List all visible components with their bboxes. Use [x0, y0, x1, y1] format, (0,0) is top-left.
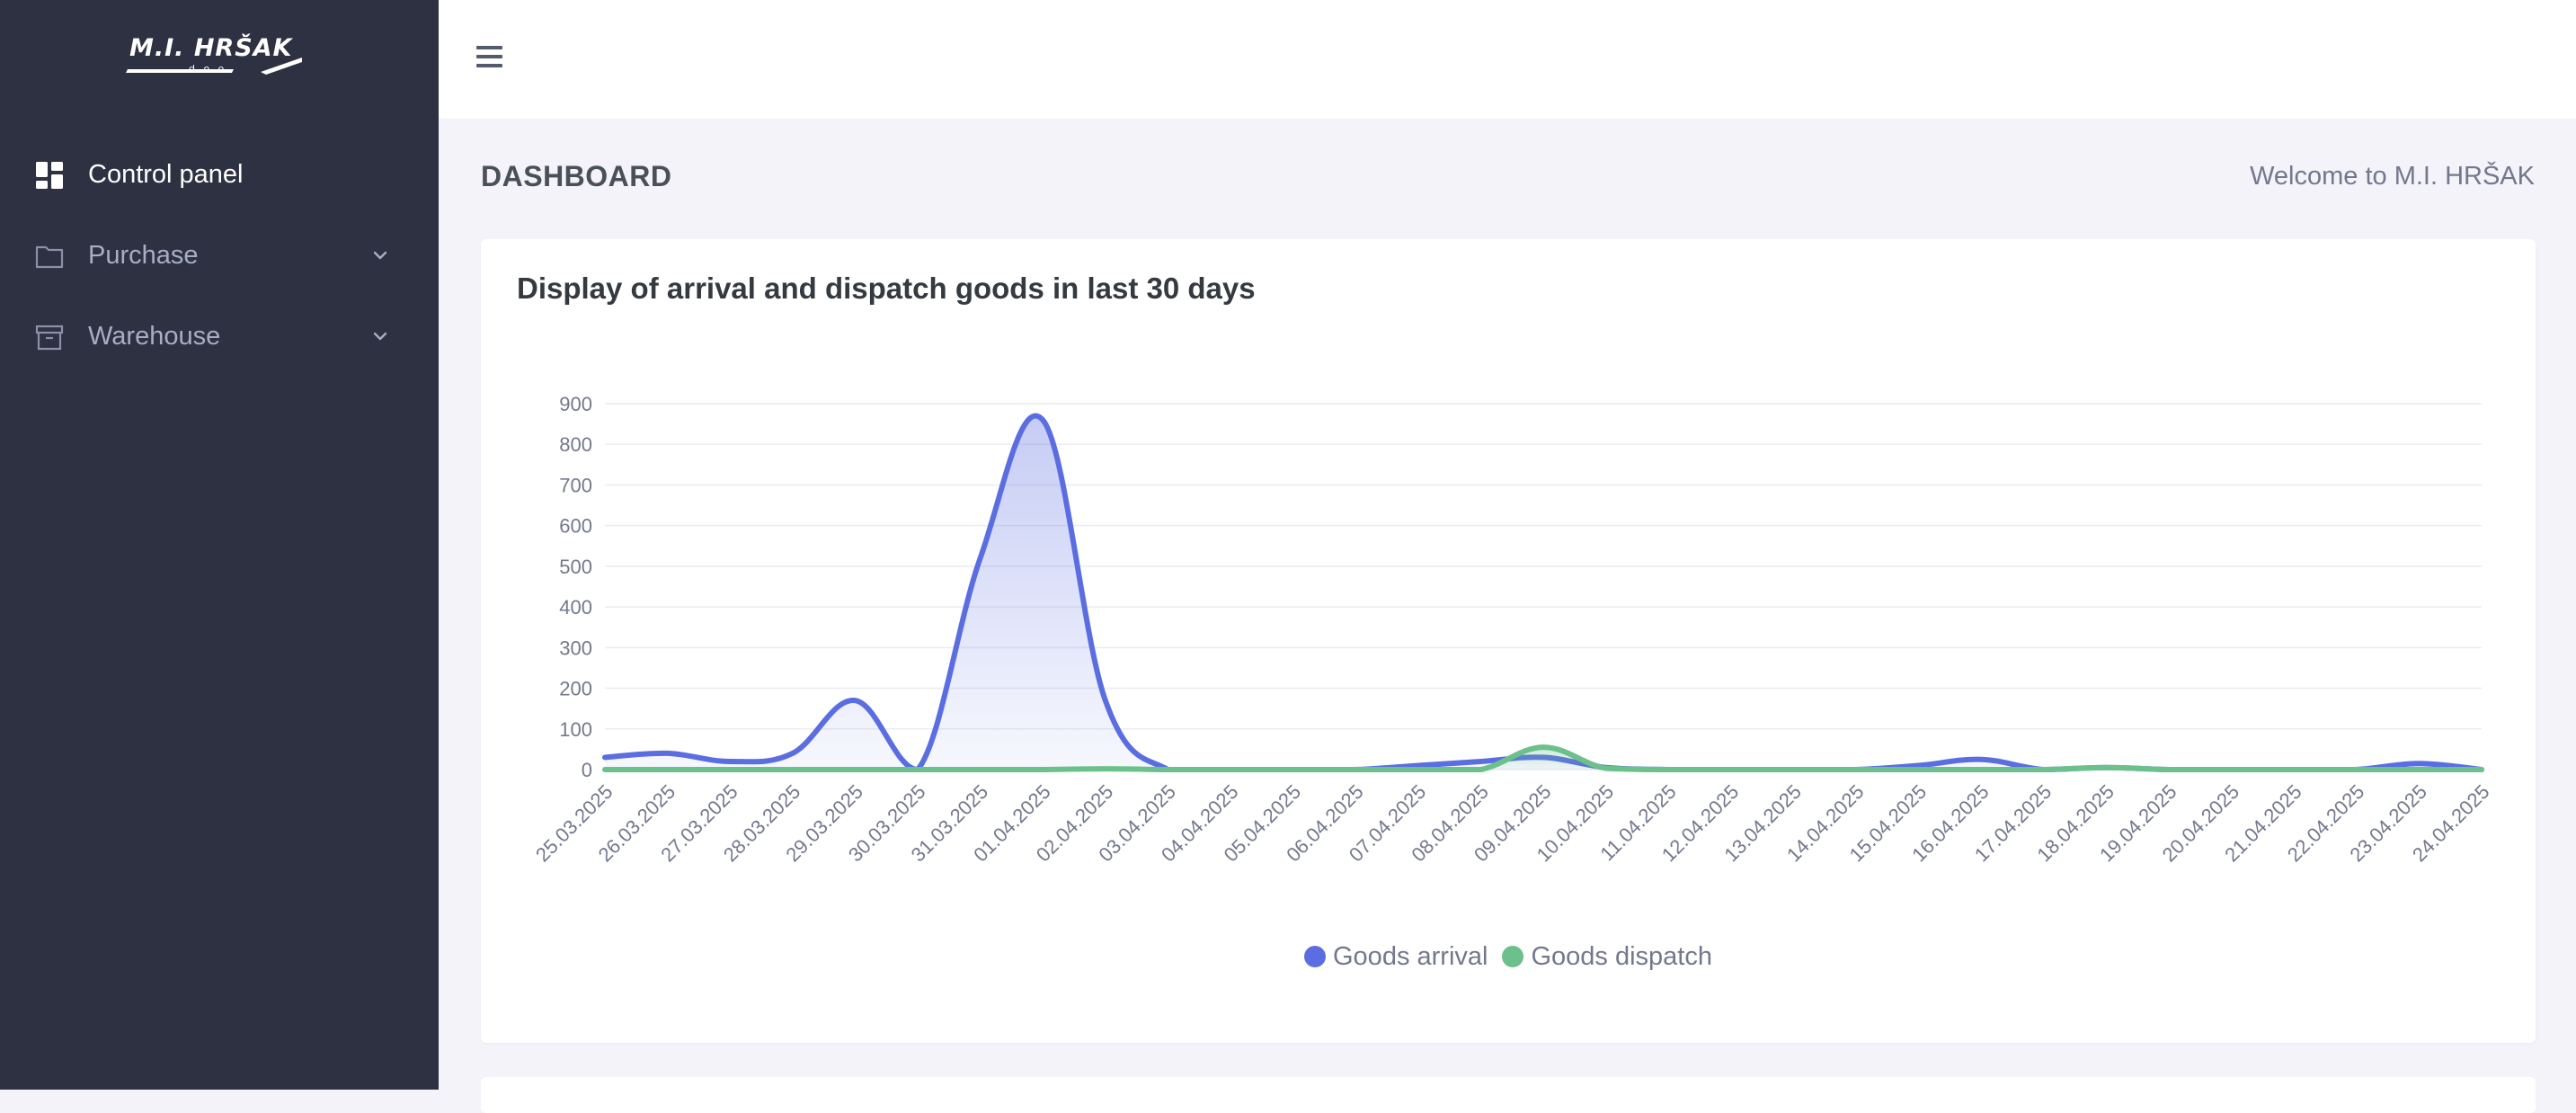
y-tick-label: 700	[559, 474, 592, 496]
y-tick-label: 500	[559, 556, 592, 578]
logo-subtext: d.o.o.	[189, 63, 233, 75]
y-tick-label: 0	[582, 759, 592, 781]
chart-title: Display of arrival and dispatch goods in…	[517, 272, 1256, 305]
y-tick-label: 300	[559, 637, 592, 659]
archive-box-icon	[35, 325, 64, 351]
company-logo[interactable]: M.I. HRŠAK d.o.o.	[126, 32, 306, 83]
chevron-down-icon[interactable]	[370, 326, 390, 346]
y-tick-label: 100	[559, 718, 592, 741]
series-line-arrival	[602, 413, 2484, 772]
legend-label: Goods dispatch	[1531, 941, 1712, 971]
sidebar-item-purchase[interactable]: Purchase	[0, 223, 439, 288]
chart-legend: Goods arrival Goods dispatch	[481, 939, 2536, 975]
y-tick-label: 600	[559, 515, 592, 538]
sidebar-item-label: Control panel	[88, 160, 244, 189]
top-bar	[439, 0, 2576, 119]
sidebar-item-label: Warehouse	[88, 322, 221, 351]
logo-swoosh-icon	[126, 58, 302, 75]
dashboard-icon	[36, 162, 63, 189]
goods-chart: 010020030040050060070080090025.03.202526…	[531, 393, 2494, 866]
sidebar: M.I. HRŠAK d.o.o. Control panel Purchase	[0, 0, 439, 1090]
chart-card: Display of arrival and dispatch goods in…	[481, 239, 2536, 1043]
legend-marker	[1304, 946, 1326, 967]
legend-label: Goods arrival	[1333, 941, 1488, 971]
legend-item-dispatch[interactable]: Goods dispatch	[1502, 942, 1712, 972]
series-area-dispatch	[605, 747, 2482, 770]
page-title: DASHBOARD	[481, 160, 672, 192]
next-card	[481, 1077, 2536, 1113]
sidebar-item-control-panel[interactable]: Control panel	[0, 142, 439, 207]
y-tick-label: 800	[559, 433, 592, 456]
folder-icon	[35, 245, 64, 269]
legend-item-arrival[interactable]: Goods arrival	[1304, 942, 1488, 972]
series-line-dispatch	[602, 744, 2484, 772]
y-tick-label: 900	[559, 393, 592, 415]
sidebar-item-warehouse[interactable]: Warehouse	[0, 304, 439, 369]
hamburger-menu-icon[interactable]	[471, 38, 509, 76]
chevron-down-icon[interactable]	[370, 245, 390, 265]
y-tick-label: 400	[559, 596, 592, 619]
logo-text: M.I. HRŠAK	[129, 34, 293, 62]
series-area-arrival	[605, 415, 2482, 770]
sidebar-item-label: Purchase	[88, 241, 199, 270]
welcome-message: Welcome to M.I. HRŠAK	[2250, 162, 2535, 191]
y-tick-label: 200	[559, 678, 592, 700]
legend-marker	[1502, 946, 1524, 967]
